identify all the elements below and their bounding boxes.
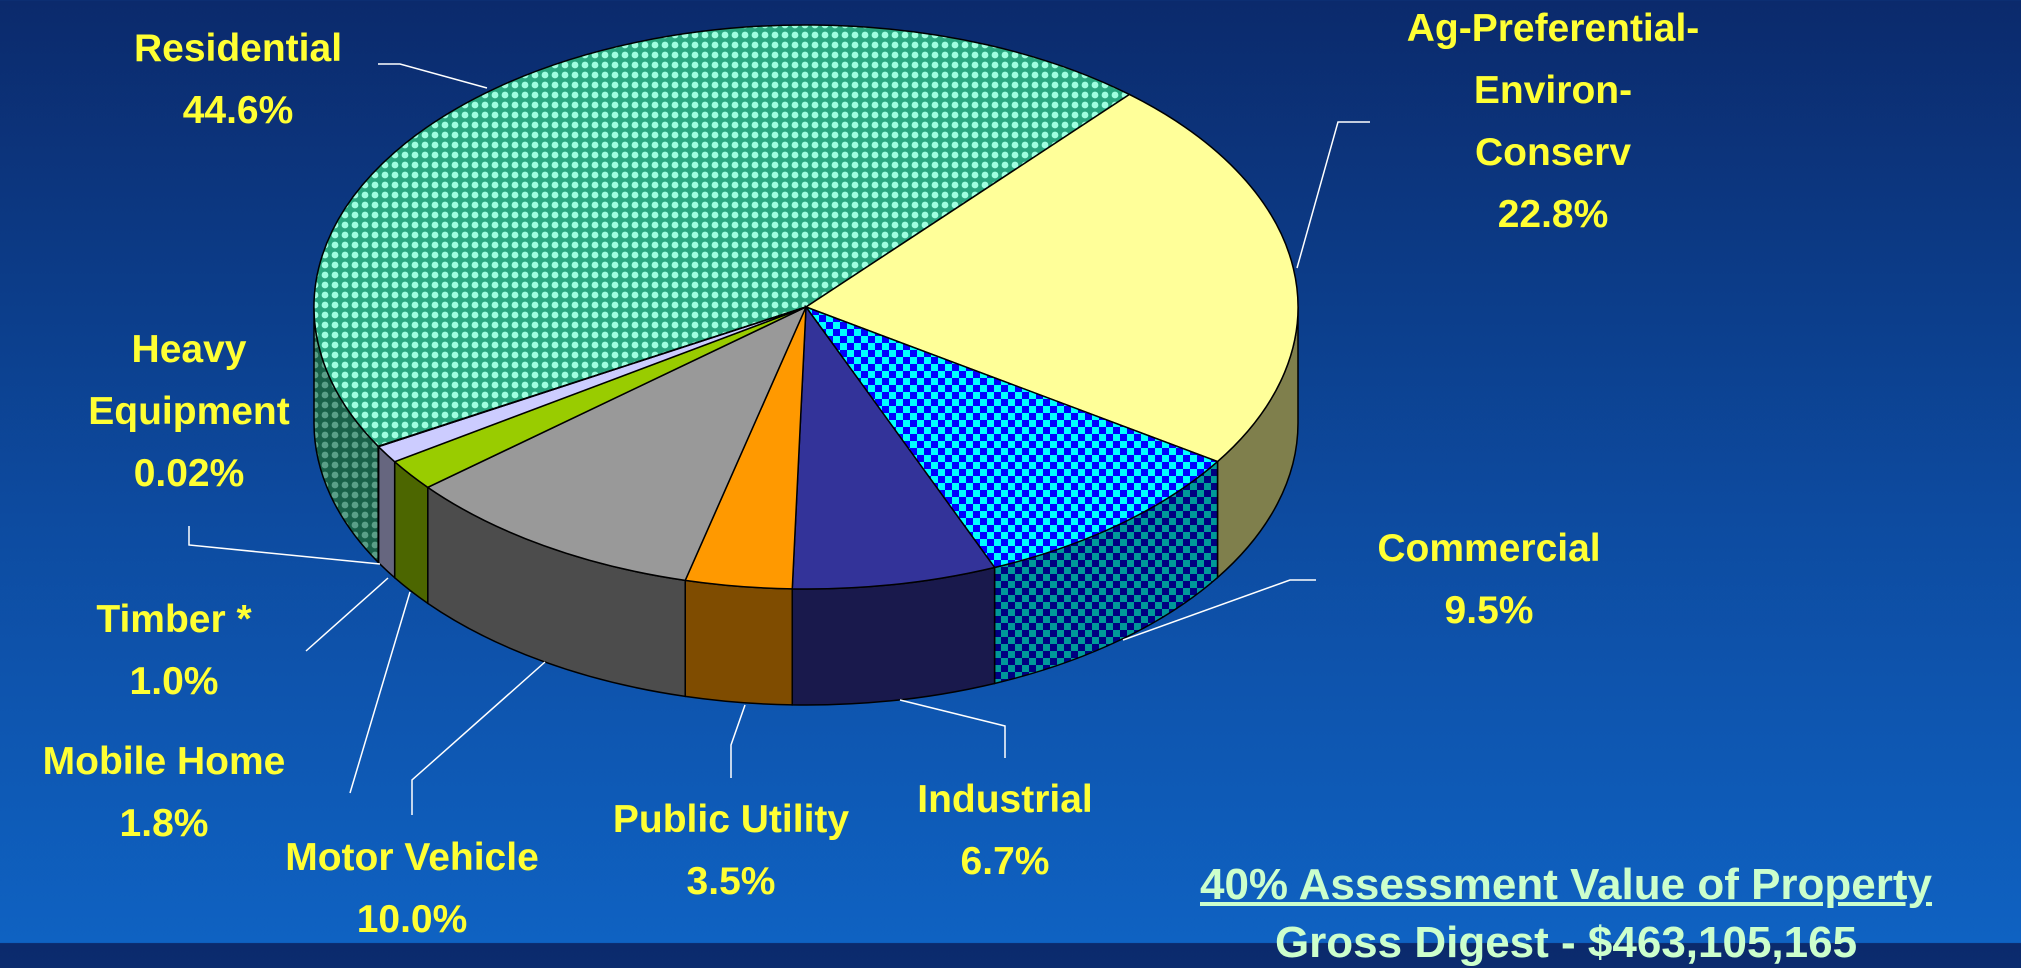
value-label: 3.5% — [613, 851, 849, 913]
category-label: Motor Vehicle — [285, 827, 539, 889]
category-label: Commercial — [1377, 518, 1600, 580]
category-label: Residential — [134, 18, 342, 80]
leader-line — [731, 705, 745, 778]
value-label: 9.5% — [1377, 580, 1600, 642]
slice-label: Timber *1.0% — [96, 589, 251, 713]
category-label: Timber * — [96, 589, 251, 651]
category-label: Mobile Home — [43, 731, 286, 793]
leader-line — [412, 662, 545, 815]
annotation: 40% Assessment Value of Property — [1200, 860, 1932, 910]
value-label: 0.02% — [84, 443, 294, 505]
value-label: 44.6% — [134, 80, 342, 142]
category-label: Heavy Equipment — [84, 319, 294, 443]
value-label: 22.8% — [1403, 184, 1703, 246]
value-label: 1.0% — [96, 651, 251, 713]
category-label: Public Utility — [613, 789, 849, 851]
leader-line — [306, 578, 388, 651]
value-label: 1.8% — [43, 793, 286, 855]
value-label: 10.0% — [285, 889, 539, 951]
category-label: Ag-Preferential-Environ-Conserv — [1403, 0, 1703, 184]
value-label: 6.7% — [917, 831, 1093, 893]
leader-line — [378, 64, 487, 88]
leader-line — [1297, 122, 1370, 268]
page: {"chart_data": {"type": "pie3d", "catego… — [0, 0, 2021, 943]
category-label: Industrial — [917, 769, 1093, 831]
slice-side — [379, 447, 395, 578]
leader-line — [900, 700, 1005, 758]
leader-line — [350, 592, 410, 793]
annotation: Gross Digest - $463,105,165 — [1275, 918, 1857, 968]
slice-side — [685, 580, 792, 705]
